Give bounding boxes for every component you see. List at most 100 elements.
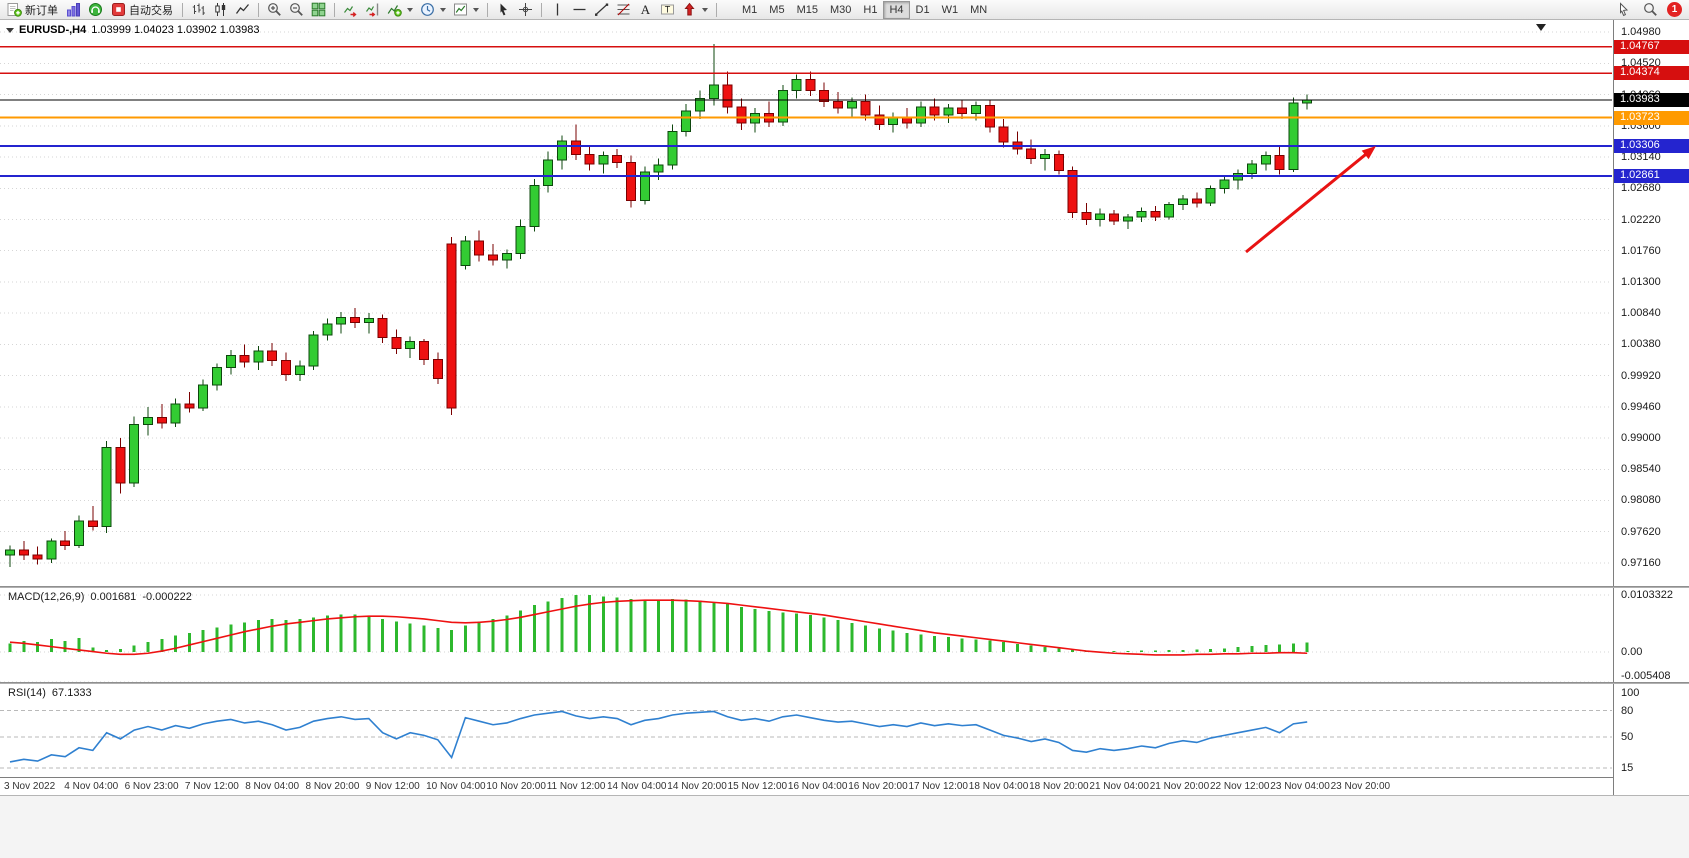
crosshair-tool-button[interactable]: [515, 0, 536, 19]
toolbar-separator: [487, 2, 488, 17]
axis-price-label: 0.97160: [1621, 556, 1661, 569]
macd-panel[interactable]: [0, 588, 1612, 682]
candle: [929, 106, 940, 116]
candle: [902, 117, 912, 124]
arrows-icon: [684, 2, 695, 16]
candle: [971, 105, 981, 115]
timeframe-button-m5[interactable]: M5: [763, 1, 790, 19]
timeframe-button-m1[interactable]: M1: [736, 1, 763, 19]
time-axis-label: 21 Nov 20:00: [1149, 781, 1210, 792]
candle: [846, 100, 857, 109]
toolbar-separator: [716, 2, 717, 17]
candle: [115, 447, 126, 484]
price-badge: 1.03723: [1614, 110, 1689, 125]
candle: [184, 403, 195, 409]
chart-shift-marker-icon[interactable]: [1536, 24, 1546, 31]
candle: [1136, 210, 1147, 218]
time-axis-label: 22 Nov 12:00: [1210, 781, 1270, 792]
charts-window-button[interactable]: [63, 0, 84, 19]
notification-badge[interactable]: 1: [1667, 2, 1682, 17]
autotrading-button[interactable]: 自动交易: [107, 0, 177, 19]
candle: [156, 417, 167, 424]
timeframe-button-h4[interactable]: H4: [883, 0, 910, 19]
axis-price-label: 0.99460: [1621, 400, 1661, 413]
chart-shift-button[interactable]: [362, 0, 383, 19]
candle: [5, 549, 15, 556]
timeframe-button-m30[interactable]: M30: [824, 1, 857, 19]
timeframe-button-h1[interactable]: H1: [857, 1, 883, 19]
bar-chart-mode-button[interactable]: [188, 0, 209, 19]
candle: [405, 341, 416, 349]
candle: [888, 117, 899, 126]
templates-button[interactable]: [450, 0, 482, 19]
crosshair-icon: [519, 3, 532, 16]
autoscroll-button[interactable]: [340, 0, 361, 19]
zoom-in-button[interactable]: [264, 0, 285, 19]
candle: [998, 126, 1009, 143]
tile-windows-icon: [311, 2, 326, 17]
pointer-button[interactable]: [1613, 0, 1634, 19]
candle: [957, 107, 968, 115]
chevron-down-icon: [702, 7, 708, 12]
candle: [322, 323, 333, 336]
trend-arrow[interactable]: [1245, 151, 1370, 254]
candle: [1067, 170, 1078, 214]
indicators-button[interactable]: [384, 0, 416, 19]
candle: [805, 79, 816, 92]
main-toolbar: 新订单 自动交易: [0, 0, 1689, 20]
time-axis-label: 18 Nov 04:00: [968, 781, 1029, 792]
macd-value-signal: -0.000222: [142, 591, 192, 603]
candle: [598, 155, 609, 165]
candle: [833, 100, 843, 109]
candle: [791, 79, 802, 92]
line-chart-mode-button[interactable]: [232, 0, 253, 19]
axis-price-label: 1.02680: [1621, 182, 1661, 195]
candle: [253, 350, 264, 363]
horizontal-line-tool-button[interactable]: [569, 0, 590, 19]
expert-advisor-button[interactable]: [85, 0, 106, 19]
periods-button[interactable]: [417, 0, 449, 19]
candle: [501, 252, 512, 261]
trendline-tool-button[interactable]: [591, 0, 612, 19]
candlestick-mode-button[interactable]: [210, 0, 231, 19]
candle: [667, 130, 678, 166]
new-order-button[interactable]: 新订单: [3, 0, 62, 19]
candle: [515, 225, 526, 254]
zoom-out-button[interactable]: [286, 0, 307, 19]
timeframe-group: M1 M5 M15 M30 H1 H4 D1 W1 MN: [736, 0, 993, 19]
macd-title: MACD(12,26,9): [8, 591, 85, 603]
fibonacci-tool-button[interactable]: [613, 0, 634, 19]
time-axis-label: 8 Nov 20:00: [305, 781, 360, 792]
timeframe-button-w1[interactable]: W1: [936, 1, 965, 19]
candle: [915, 106, 926, 124]
collapse-icon[interactable]: [6, 27, 14, 33]
time-axis-label: 4 Nov 04:00: [64, 781, 119, 792]
text-label-tool-button[interactable]: T: [657, 0, 678, 19]
axis-price-label: 0.99920: [1621, 369, 1661, 382]
text-tool-button[interactable]: A: [635, 0, 656, 19]
axis-price-label: 1.03140: [1621, 151, 1661, 164]
price-axis[interactable]: 1.049801.045201.040601.036001.031401.026…: [1613, 20, 1689, 795]
rsi-title: RSI(14): [8, 687, 46, 699]
candle: [874, 114, 885, 126]
candle: [87, 520, 98, 527]
panel-splitter[interactable]: [0, 682, 1689, 684]
text-icon: A: [641, 2, 651, 17]
axis-price-label: 1.00840: [1621, 307, 1661, 320]
search-button[interactable]: [1640, 0, 1661, 19]
candle: [1150, 210, 1161, 218]
panel-splitter[interactable]: [0, 586, 1689, 588]
candle: [653, 164, 664, 173]
timeframe-button-m15[interactable]: M15: [791, 1, 824, 19]
price-chart[interactable]: [0, 20, 1612, 586]
timeframe-button-d1[interactable]: D1: [910, 1, 936, 19]
time-axis[interactable]: 3 Nov 2022 4 Nov 04:00 6 Nov 23:00 7 Nov 12…: [0, 777, 1613, 795]
arrows-tool-button[interactable]: [679, 0, 711, 19]
tile-windows-button[interactable]: [308, 0, 329, 19]
rsi-panel[interactable]: [0, 684, 1612, 777]
cursor-tool-button[interactable]: [493, 0, 514, 19]
timeframe-button-mn[interactable]: MN: [964, 1, 993, 19]
macd-histogram: [8, 595, 1309, 653]
vertical-line-tool-button[interactable]: [547, 0, 568, 19]
axis-price-label: 1.04980: [1621, 26, 1661, 39]
